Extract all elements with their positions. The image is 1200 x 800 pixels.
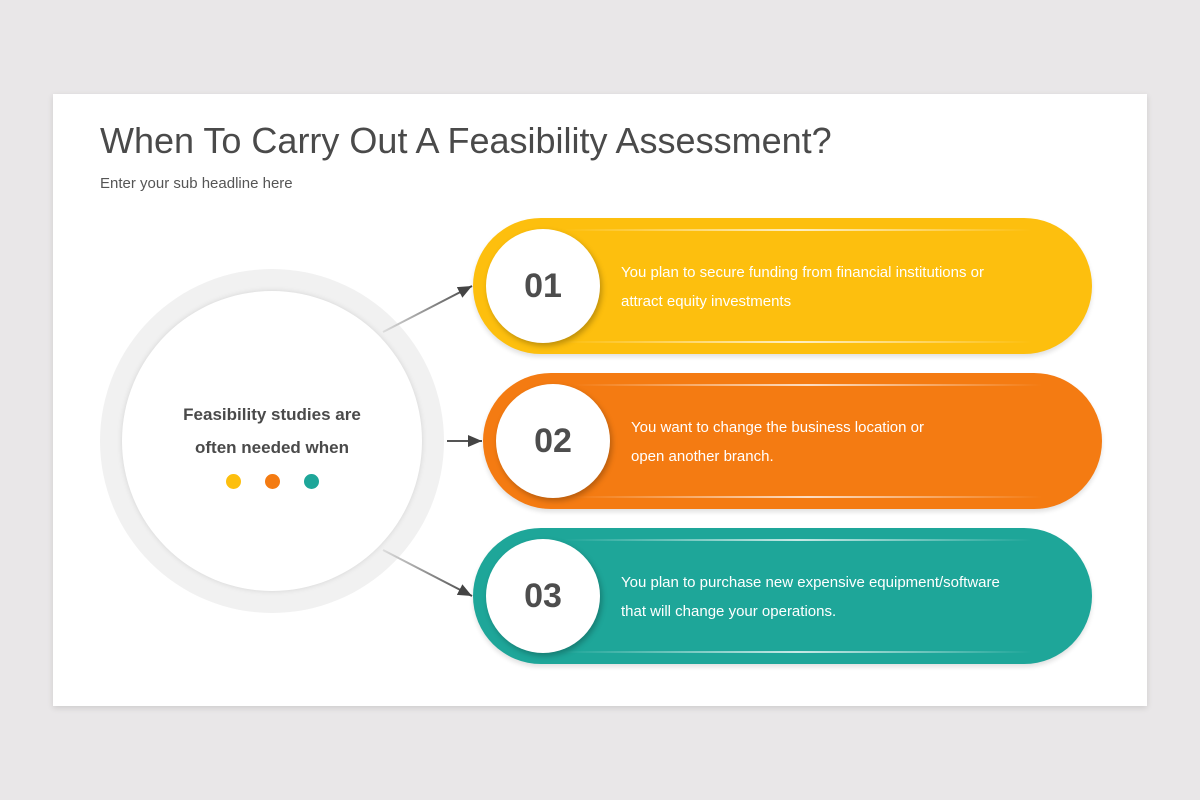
item-text-3: You plan to purchase new expensive equip… <box>621 568 1061 626</box>
orange-dot <box>265 474 280 489</box>
center-line-2: often needed when <box>195 438 349 457</box>
item-pill-3: 03 You plan to purchase new expensive eq… <box>473 528 1092 664</box>
page-title: When To Carry Out A Feasibility Assessme… <box>100 120 832 161</box>
item-text-line: You want to change the business location… <box>631 419 924 436</box>
item-text-1: You plan to secure funding from financia… <box>621 258 1061 316</box>
teal-dot <box>304 474 319 489</box>
item-text-2: You want to change the business location… <box>631 413 1071 471</box>
item-text-line: attract equity investments <box>621 293 792 310</box>
center-line-1: Feasibility studies are <box>183 405 361 424</box>
arrow-1 <box>382 285 473 333</box>
center-circle <box>122 291 422 591</box>
center-text: Feasibility studies are often needed whe… <box>152 398 392 464</box>
item-text-line: You plan to secure funding from financia… <box>621 264 984 281</box>
item-pill-2: 02 You want to change the business locat… <box>483 373 1102 509</box>
item-text-line: that will change your operations. <box>621 603 837 620</box>
item-number-1: 01 <box>486 229 600 343</box>
item-text-line: open another branch. <box>631 448 774 465</box>
item-pill-1: 01 You plan to secure funding from finan… <box>473 218 1092 354</box>
item-number-2: 02 <box>496 384 610 498</box>
arrow-3 <box>382 549 473 597</box>
item-text-line: You plan to purchase new expensive equip… <box>621 574 1000 591</box>
subtitle: Enter your sub headline here <box>100 175 293 192</box>
item-number-3: 03 <box>486 539 600 653</box>
yellow-dot <box>226 474 241 489</box>
